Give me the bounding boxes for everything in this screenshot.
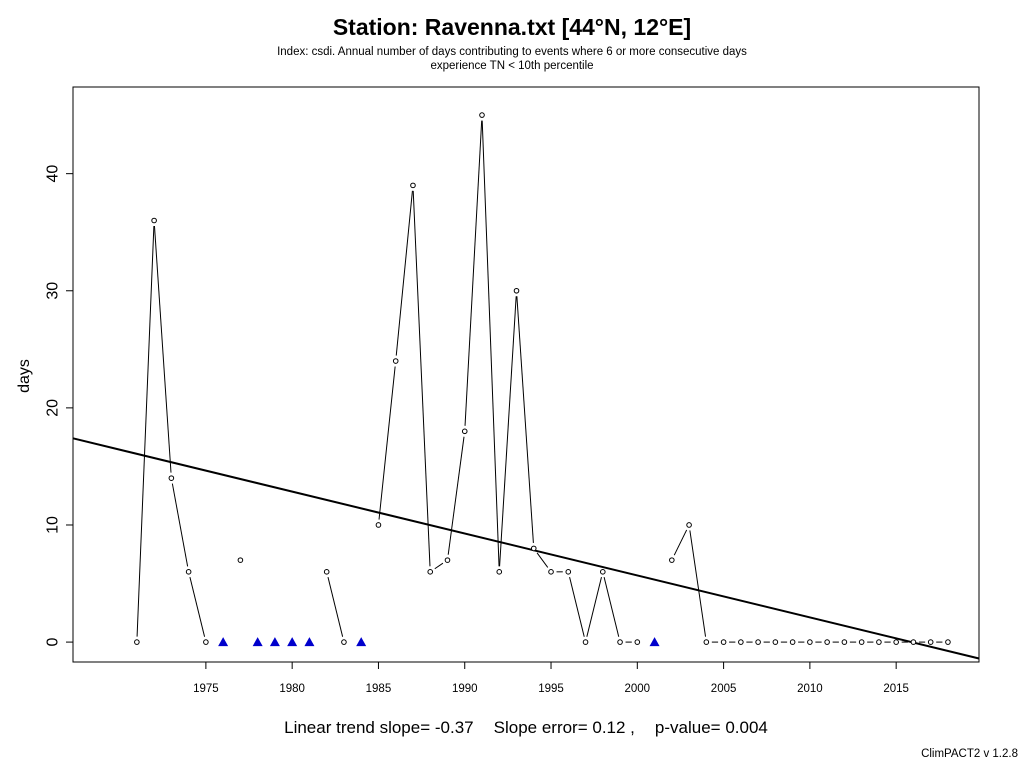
missing-value-marker — [649, 637, 660, 647]
trend-summary: Linear trend slope= -0.37 Slope error= 0.… — [0, 718, 1024, 738]
data-point — [910, 639, 917, 645]
series-segment — [378, 366, 396, 520]
x-tick-label: 2010 — [797, 683, 823, 695]
plot-frame — [72, 86, 980, 663]
missing-value-marker — [269, 637, 280, 647]
data-point — [841, 639, 848, 645]
x-tick-label: 1975 — [193, 683, 219, 695]
data-point — [410, 182, 416, 189]
data-point — [703, 639, 710, 645]
missing-value-marker — [356, 637, 367, 647]
x-tick-label: 1995 — [538, 683, 564, 695]
data-point — [876, 639, 882, 645]
data-point — [237, 557, 244, 563]
missing-value-marker — [304, 637, 315, 647]
series-segment — [464, 120, 483, 426]
series-segment — [153, 225, 172, 473]
trend-line — [72, 437, 980, 660]
y-tick-label: 0 — [45, 638, 62, 647]
series-segment — [189, 577, 206, 637]
x-tick-label: 1985 — [366, 683, 392, 695]
y-tick-label: 40 — [45, 165, 62, 183]
data-point — [582, 639, 589, 645]
data-point — [427, 569, 434, 575]
chart-title: Station: Ravenna.txt [44°N, 12°E] — [332, 14, 692, 40]
data-point — [392, 358, 399, 364]
data-point — [669, 557, 675, 563]
series-segment — [499, 296, 517, 567]
data-point — [807, 639, 813, 645]
series-segment — [395, 190, 413, 356]
data-point — [548, 569, 554, 575]
trend-slope-text: Linear trend slope= -0.37 — [284, 718, 474, 737]
data-point — [686, 522, 692, 528]
x-tick-label: 2015 — [883, 683, 909, 695]
data-point — [513, 287, 520, 294]
y-tick-label: 30 — [45, 282, 62, 300]
x-tick-label: 1980 — [279, 683, 305, 695]
data-point — [858, 639, 865, 645]
y-tick-label: 10 — [45, 516, 62, 534]
x-tick-label: 1990 — [452, 683, 478, 695]
data-point — [323, 569, 330, 575]
data-point — [530, 545, 537, 552]
series-segment — [586, 577, 602, 637]
series-segment — [689, 530, 707, 637]
chart-subtitle-line1: Index: csdi. Annual number of days contr… — [277, 46, 747, 58]
data-point — [824, 639, 830, 645]
y-axis-label: days — [16, 359, 33, 393]
data-point — [893, 639, 899, 645]
series-segment — [673, 529, 688, 556]
series-segment — [481, 120, 500, 567]
x-tick-label: 2000 — [625, 683, 651, 695]
data-point — [634, 639, 641, 645]
data-point — [720, 639, 727, 645]
series-segment — [412, 190, 431, 567]
series-segment — [516, 296, 534, 543]
missing-value-marker — [252, 637, 263, 647]
data-point — [945, 639, 951, 645]
p-value-text: p-value= 0.004 — [654, 718, 768, 737]
data-point — [168, 475, 175, 481]
data-point — [185, 569, 192, 575]
data-point — [617, 639, 623, 645]
chart-subtitle-line2: experience TN < 10th percentile — [430, 60, 594, 72]
data-point — [134, 639, 140, 645]
missing-value-marker — [287, 637, 298, 647]
series-segment — [536, 552, 549, 568]
data-point — [738, 639, 744, 645]
data-point — [341, 639, 347, 645]
series-segment — [569, 577, 585, 637]
data-point — [461, 428, 468, 435]
data-point — [444, 557, 451, 563]
data-point — [599, 569, 606, 575]
slope-error-text: Slope error= 0.12 , — [493, 718, 635, 737]
data-point — [565, 569, 572, 575]
series-segment — [171, 483, 189, 567]
x-tick-label: 2005 — [711, 683, 737, 695]
series-segment — [327, 577, 344, 637]
data-point — [375, 522, 382, 528]
missing-value-marker — [218, 637, 229, 647]
data-point — [772, 639, 779, 645]
series-segment — [603, 577, 620, 637]
series-segment — [434, 562, 444, 570]
series-segment — [447, 436, 465, 555]
data-point — [203, 639, 209, 645]
data-point — [789, 639, 796, 645]
version-label: ClimPACT2 v 1.2.8 — [921, 748, 1018, 760]
data-point — [755, 639, 761, 645]
data-point — [151, 217, 157, 224]
data-point — [479, 112, 485, 118]
data-point — [927, 639, 934, 645]
data-point — [496, 569, 503, 575]
series-segment — [136, 225, 155, 637]
y-tick-label: 20 — [45, 399, 62, 417]
